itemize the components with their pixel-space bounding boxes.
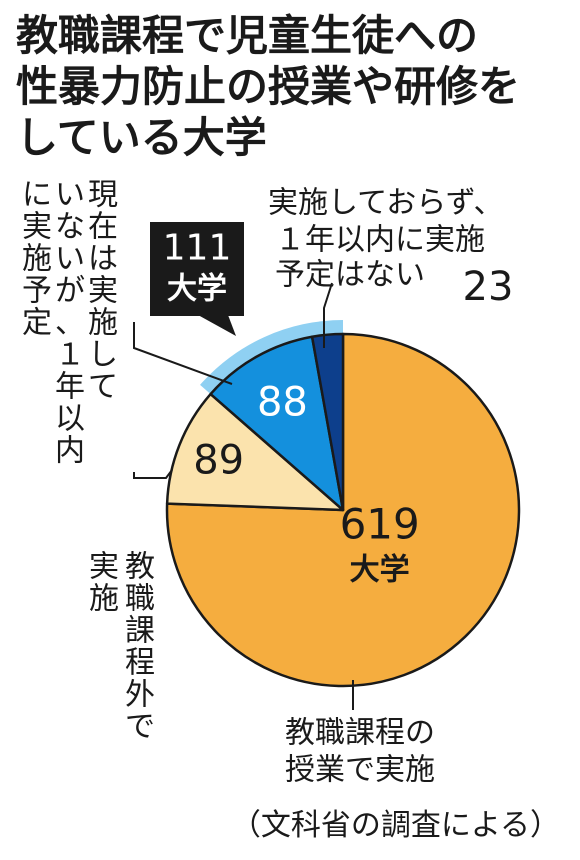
category-label: 実施しておらず、 (268, 186, 504, 221)
leader-lines (133, 282, 354, 710)
category-label-column-char: 以 (55, 402, 85, 437)
category-label-column-char: い (55, 242, 85, 277)
category-label-column-char: 施 (22, 242, 52, 277)
title-line-1: 教職課程で児童生徒への (16, 11, 479, 60)
leader-line (323, 282, 333, 348)
category-label-column-char: で (125, 710, 155, 745)
category-label-column-char: 課 (125, 614, 155, 649)
category-label-column-char: が (55, 274, 85, 309)
pie-slice (310, 332, 345, 512)
callout-unit: 大学 (167, 272, 227, 307)
value-labels: 619 大学 89 88 23 (193, 264, 513, 588)
leader-line (133, 322, 233, 385)
category-label-column-char: 外 (125, 678, 155, 713)
value-label-unit: 大学 (350, 553, 410, 588)
category-label-column-char: 現 (88, 178, 118, 213)
category-label-column-char: 程 (125, 646, 155, 681)
category-label: 授業で実施 (285, 753, 435, 788)
category-label-column-char: 定 (22, 306, 52, 341)
chart-title: 教職課程で児童生徒への 性暴力防止の授業や研修を している大学 (16, 10, 576, 163)
category-label-column-char: い (55, 178, 85, 213)
pie-slices (165, 332, 521, 688)
category-label-column-char: 予 (22, 274, 52, 309)
category-label-column-char: な (55, 210, 85, 245)
value-label: 89 (193, 438, 244, 484)
callout-box-bg (150, 222, 244, 316)
category-label-column-char: 年 (55, 370, 85, 405)
value-label: 619 (340, 500, 420, 549)
title-line-2: 性暴力防止の授業や研修を (16, 62, 521, 111)
title-line-3: している大学 (16, 113, 267, 162)
category-label-column-char: 教 (125, 550, 155, 585)
category-label-column-char: 実 (88, 274, 118, 309)
category-label-column-char: 実 (22, 210, 52, 245)
value-label: 23 (463, 264, 514, 310)
category-label-column-char: 職 (125, 582, 155, 617)
pie-slice (209, 335, 345, 512)
category-label-column-char: 在 (88, 210, 118, 245)
category-label-column-char: １ (55, 338, 85, 373)
source-note: （文科省の調査による） (230, 808, 560, 843)
category-label: 予定はない (275, 258, 425, 293)
category-labels: 教職課程の授業で実施実施しておらず、１年以内に実施予定はない現在は実施していない… (22, 178, 504, 788)
category-label-column-char: は (88, 242, 118, 277)
leader-line (133, 469, 173, 479)
category-label-column-char: 、 (55, 306, 85, 341)
category-label-column: 実施 (89, 550, 119, 617)
category-label-column-char: に (22, 178, 52, 213)
category-label: 教職課程の (285, 716, 435, 751)
category-label-column-char: 施 (88, 306, 118, 341)
category-label-column-char: し (88, 338, 118, 373)
value-label: 88 (257, 380, 308, 426)
category-label: １年以内に実施 (275, 223, 485, 258)
pie-slice (165, 392, 345, 512)
category-label-column-char: 実 (89, 550, 119, 585)
category-label-column-char: て (88, 370, 118, 405)
category-label-column-char: 内 (55, 434, 85, 469)
callout-number: 111 (163, 228, 232, 269)
callout-pointer (198, 315, 236, 336)
category-label-column-char: 施 (89, 582, 119, 617)
